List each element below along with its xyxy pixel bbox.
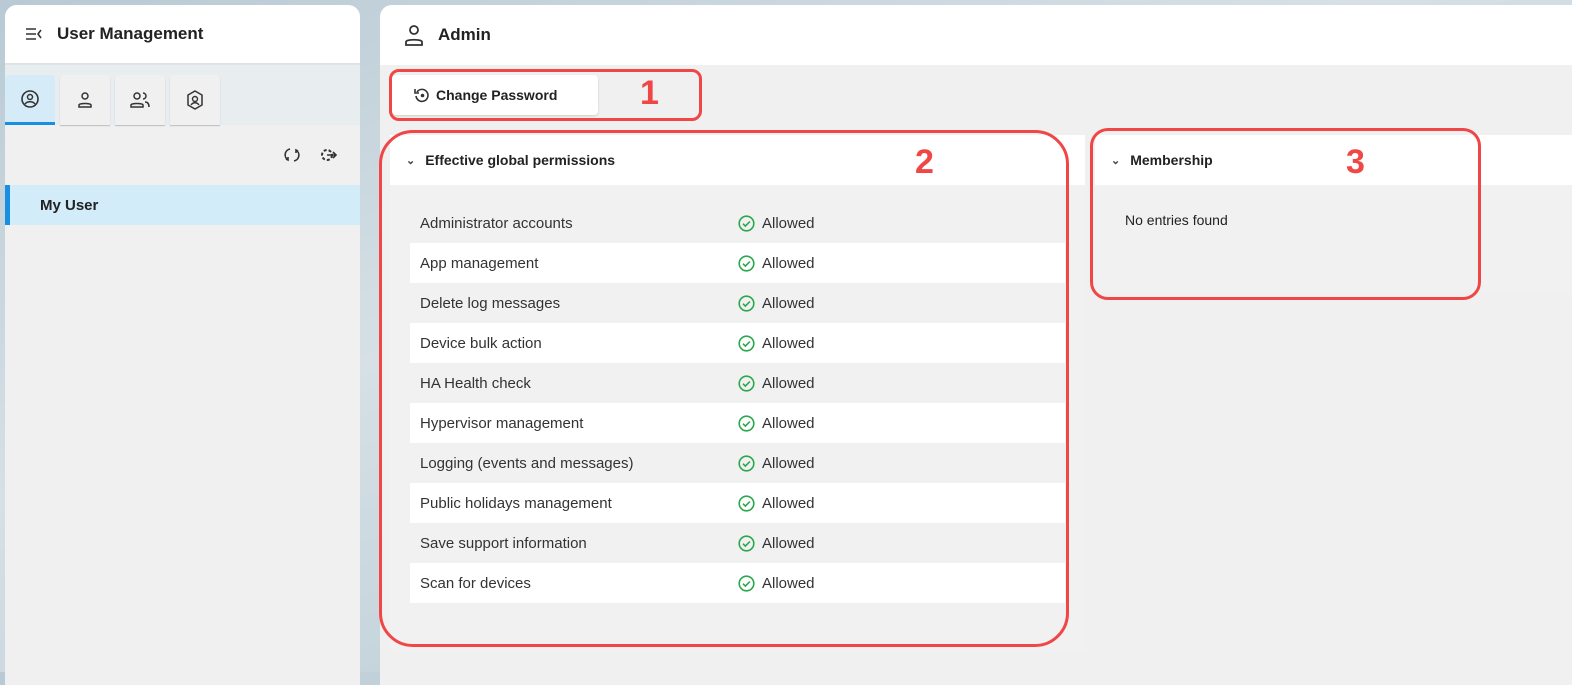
sidebar-toolbar [5, 125, 360, 185]
role-shield-icon [187, 90, 203, 110]
user-circle-icon [21, 89, 39, 108]
permission-status: Allowed [738, 375, 815, 392]
permission-row: Logging (events and messages) Allowed [410, 443, 1065, 483]
check-circle-icon [738, 334, 755, 352]
permission-row: HA Health check Allowed [410, 363, 1065, 403]
membership-title: Membership [1130, 152, 1213, 168]
change-password-button[interactable]: Change Password [392, 75, 598, 115]
permission-status: Allowed [738, 335, 815, 352]
permission-row: Device bulk action Allowed [410, 323, 1065, 363]
password-reset-icon [414, 88, 429, 103]
tab-user[interactable] [60, 75, 110, 125]
tab-my-user[interactable] [5, 75, 55, 125]
permission-status-label: Allowed [762, 254, 815, 272]
permission-status-label: Allowed [762, 214, 815, 232]
permission-name: Device bulk action [420, 334, 542, 352]
permission-row: Delete log messages Allowed [410, 283, 1065, 323]
check-circle-icon [738, 534, 755, 552]
permission-name: Save support information [420, 534, 587, 552]
permissions-title: Effective global permissions [425, 152, 616, 168]
permission-status-label: Allowed [762, 294, 815, 312]
annotation-box-2 [379, 130, 1069, 647]
permission-name: Hypervisor management [420, 414, 584, 432]
membership-empty-text: No entries found [1125, 212, 1228, 228]
permission-row: App management Allowed [410, 243, 1065, 283]
permission-status-label: Allowed [762, 534, 815, 552]
permission-row: Scan for devices Allowed [410, 563, 1065, 603]
check-circle-icon [738, 574, 755, 592]
user-icon [78, 92, 92, 108]
annotation-label-2: 2 [915, 143, 934, 181]
permission-row: Public holidays management Allowed [410, 483, 1065, 523]
check-circle-icon [738, 454, 755, 472]
tab-groups[interactable] [115, 75, 165, 125]
check-circle-icon [738, 254, 755, 272]
permission-status: Allowed [738, 415, 815, 432]
permission-status: Allowed [738, 255, 815, 272]
sidebar-tabs [5, 65, 360, 125]
permission-status-label: Allowed [762, 454, 815, 472]
permission-status: Allowed [738, 215, 815, 232]
permission-status-label: Allowed [762, 414, 815, 432]
annotation-box-1 [389, 69, 702, 121]
refresh-icon[interactable] [284, 147, 300, 163]
permission-name: Logging (events and messages) [420, 454, 634, 472]
permission-name: App management [420, 254, 539, 272]
membership-panel: ⌄ Membership No entries found [1095, 135, 1572, 292]
permission-status: Allowed [738, 535, 815, 552]
permission-name: Delete log messages [420, 294, 561, 312]
permission-status: Allowed [738, 575, 815, 592]
sidebar-title: User Management [57, 24, 204, 43]
permission-row: Administrator accounts Allowed [410, 203, 1065, 243]
permission-status-label: Allowed [762, 574, 815, 592]
check-circle-icon [738, 374, 755, 392]
user-icon [405, 25, 423, 46]
permission-row: Hypervisor management Allowed [410, 403, 1065, 443]
permission-status-label: Allowed [762, 374, 815, 392]
users-group-icon [130, 92, 150, 108]
membership-header[interactable]: ⌄ Membership [1095, 135, 1572, 185]
check-circle-icon [738, 294, 755, 312]
main-header: Admin [380, 5, 1572, 65]
check-circle-icon [738, 414, 755, 432]
permission-name: Public holidays management [420, 494, 612, 512]
permission-status: Allowed [738, 495, 815, 512]
sidebar-header: User Management [5, 5, 360, 65]
permission-status: Allowed [738, 295, 815, 312]
permission-name: Administrator accounts [420, 214, 573, 232]
sidebar: User Management My User [5, 5, 360, 685]
permission-status-label: Allowed [762, 494, 815, 512]
permissions-list: Administrator accounts Allowed App managem… [390, 185, 1085, 603]
chevron-down-icon: ⌄ [1111, 154, 1121, 167]
collapse-menu-icon[interactable] [25, 27, 43, 41]
annotation-label-1: 1 [640, 74, 659, 112]
permissions-panel: ⌄ Effective global permissions Administra… [390, 135, 1085, 652]
sidebar-item-my-user[interactable]: My User [5, 185, 360, 225]
permission-status: Allowed [738, 455, 815, 472]
annotation-box-3 [1090, 128, 1481, 300]
page-title: Admin [438, 25, 491, 44]
main-panel: Admin Change Password ⌄ Effective global … [380, 5, 1572, 685]
permission-name: HA Health check [420, 374, 531, 392]
permission-row: Save support information Allowed [410, 523, 1065, 563]
tab-roles[interactable] [170, 75, 220, 125]
settings-export-icon[interactable] [320, 147, 338, 163]
change-password-label: Change Password [436, 87, 558, 103]
permission-status-label: Allowed [762, 334, 815, 352]
permission-name: Scan for devices [420, 574, 531, 592]
check-circle-icon [738, 214, 755, 232]
annotation-label-3: 3 [1346, 143, 1365, 181]
check-circle-icon [738, 494, 755, 512]
permissions-header[interactable]: ⌄ Effective global permissions [390, 135, 1085, 185]
